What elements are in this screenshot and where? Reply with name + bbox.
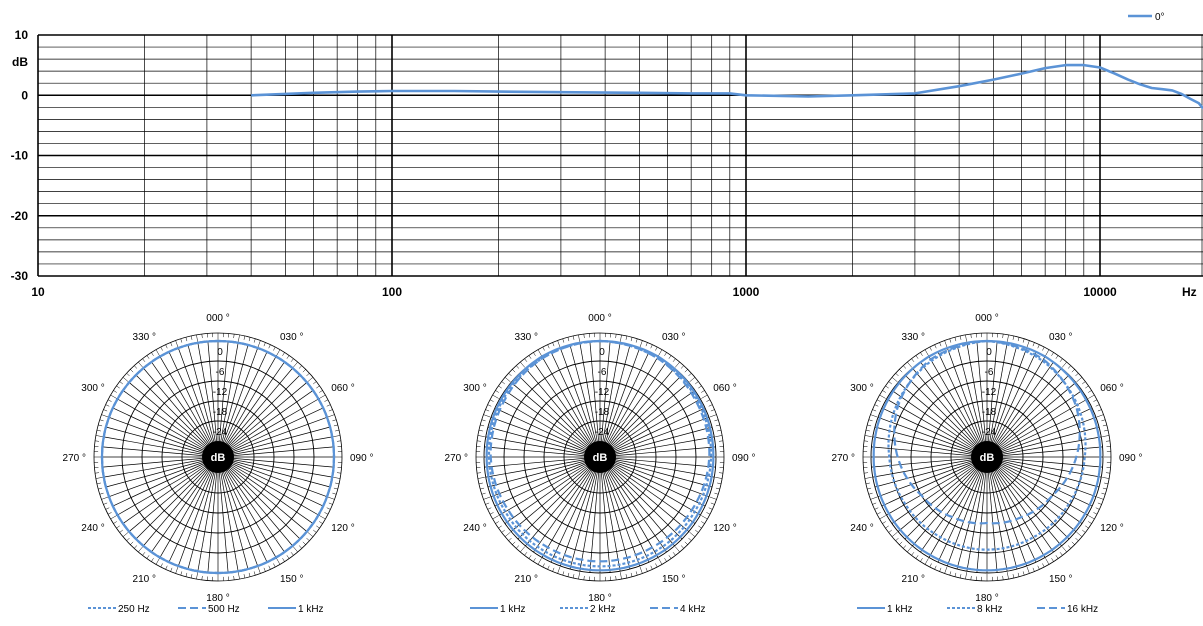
polar-ring-label: -24: [982, 427, 997, 438]
polar-angle-label: 060 °: [713, 383, 736, 394]
polar-legend-label: 4 kHz: [680, 604, 706, 615]
polar-ring-label: 0: [599, 347, 605, 358]
polar-angle-label: 000 °: [975, 313, 998, 324]
fr-y-tick-label: 0: [21, 88, 28, 102]
polar-angle-label: 240 °: [81, 523, 104, 534]
polar-angle-label: 060 °: [1100, 383, 1123, 394]
polar-angle-label: 240 °: [463, 523, 486, 534]
polar-angle-label: 330 °: [133, 332, 156, 343]
polar-angle-label: 030 °: [280, 332, 303, 343]
fr-x-tick-label: 10: [31, 285, 45, 299]
fr-x-tick-label: 100: [382, 285, 402, 299]
fr-y-tick-label: -20: [11, 209, 29, 223]
polar-ring-label: -12: [595, 387, 610, 398]
fr-legend-label: 0°: [1155, 12, 1165, 23]
polar-ring-label: -6: [216, 367, 225, 378]
fr-y-tick-label: 10: [15, 28, 29, 42]
polar-angle-label: 030 °: [1049, 332, 1072, 343]
polar-ring-label: -18: [595, 407, 610, 418]
polar-legend-label: 1 kHz: [298, 604, 324, 615]
polar-angle-label: 150 °: [1049, 574, 1072, 585]
polar-center-label: dB: [980, 452, 995, 464]
polar-angle-label: 180 °: [975, 593, 998, 604]
polar-legend-label: 2 kHz: [590, 604, 616, 615]
fr-x-tick-label: 1000: [733, 285, 760, 299]
polar-angle-label: 330 °: [515, 332, 538, 343]
fr-y-tick-label: -10: [11, 149, 29, 163]
polar-angle-label: 120 °: [331, 523, 354, 534]
polar-angle-label: 210 °: [902, 574, 925, 585]
polar-ring-label: -24: [213, 427, 228, 438]
polar-angle-label: 270 °: [445, 453, 468, 464]
polar-angle-label: 000 °: [206, 313, 229, 324]
fr-y-tick-label: -30: [11, 269, 29, 283]
polar-center-label: dB: [593, 452, 608, 464]
polar-angle-label: 030 °: [662, 332, 685, 343]
polar-angle-label: 150 °: [662, 574, 685, 585]
polar-angle-label: 270 °: [63, 453, 86, 464]
polar-legend-label: 500 Hz: [208, 604, 240, 615]
polar-angle-label: 090 °: [732, 453, 755, 464]
polar-angle-label: 330 °: [902, 332, 925, 343]
polar-legend-label: 1 kHz: [500, 604, 526, 615]
fr-y-axis-label: dB: [12, 55, 28, 69]
polar-angle-label: 300 °: [463, 383, 486, 394]
polar-angle-label: 150 °: [280, 574, 303, 585]
polar-legend-label: 1 kHz: [887, 604, 913, 615]
polar-angle-label: 210 °: [133, 574, 156, 585]
polar-ring-label: 0: [986, 347, 992, 358]
polar-legend-label: 250 Hz: [118, 604, 150, 615]
polar-center-label: dB: [211, 452, 226, 464]
polar-angle-label: 300 °: [81, 383, 104, 394]
polar-ring-label: -12: [982, 387, 997, 398]
polar-ring-label: 0: [217, 347, 223, 358]
polar-angle-label: 120 °: [1100, 523, 1123, 534]
fr-x-axis-label: Hz: [1182, 285, 1197, 299]
polar-ring-label: -12: [213, 387, 228, 398]
polar-angle-label: 060 °: [331, 383, 354, 394]
polar-angle-label: 240 °: [850, 523, 873, 534]
polar-angle-label: 090 °: [1119, 453, 1142, 464]
polar-ring-label: -6: [598, 367, 607, 378]
polar-ring-label: -18: [213, 407, 228, 418]
polar-legend-label: 16 kHz: [1067, 604, 1098, 615]
fr-x-tick-label: 10000: [1083, 285, 1117, 299]
polar-angle-label: 270 °: [832, 453, 855, 464]
polar-legend-label: 8 kHz: [977, 604, 1003, 615]
polar-angle-label: 000 °: [588, 313, 611, 324]
polar-angle-label: 300 °: [850, 383, 873, 394]
polar-angle-label: 210 °: [515, 574, 538, 585]
polar-angle-label: 180 °: [588, 593, 611, 604]
polar-angle-label: 180 °: [206, 593, 229, 604]
polar-angle-label: 090 °: [350, 453, 373, 464]
polar-ring-label: -6: [985, 367, 994, 378]
polar-ring-label: -24: [595, 427, 610, 438]
polar-ring-label: -18: [982, 407, 997, 418]
polar-angle-label: 120 °: [713, 523, 736, 534]
